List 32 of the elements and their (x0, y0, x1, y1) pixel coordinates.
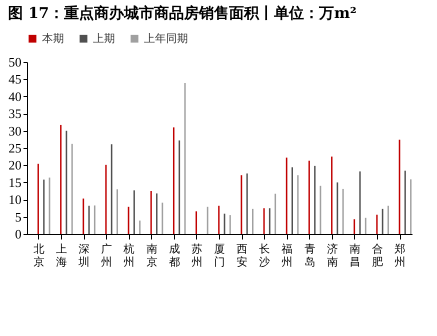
y-tick-label: 35 (8, 106, 22, 122)
y-tick-label: 40 (8, 88, 22, 104)
y-tick-label: 30 (8, 123, 22, 138)
y-tick-label: 15 (8, 174, 22, 190)
chart-title: 图 17：重点商办城市商品房销售面积丨单位：万m² (8, 4, 357, 22)
x-tick-label: 福州 (282, 242, 293, 268)
y-tick-label: 10 (8, 192, 22, 208)
x-tick-label: 郑州 (394, 242, 406, 268)
x-tick-label: 苏州 (191, 242, 202, 268)
y-tick-label: 45 (8, 72, 22, 87)
legend-label: 本期 (42, 32, 64, 45)
x-tick-label: 广州 (101, 242, 112, 268)
y-tick-label: 5 (15, 209, 22, 224)
legend-label: 上期 (93, 32, 115, 45)
x-tick-label: 厦门 (214, 242, 225, 268)
x-tick-label: 济南 (326, 242, 338, 268)
x-tick-label: 合肥 (372, 242, 384, 268)
x-tick-label: 长沙 (259, 242, 270, 268)
x-tick-label: 南京 (146, 242, 158, 268)
y-tick-label: 25 (8, 140, 22, 156)
x-tick-label: 杭州 (122, 242, 135, 268)
x-tick-label: 成都 (168, 242, 180, 268)
x-tick-label: 上海 (56, 242, 67, 268)
x-tick-label: 西安 (236, 242, 248, 268)
x-tick-label: 北京 (33, 242, 44, 268)
y-tick-label: 0 (15, 226, 22, 242)
y-tick-label: 50 (8, 54, 22, 70)
x-tick-label: 青岛 (304, 242, 316, 268)
x-tick-label: 南昌 (349, 242, 360, 268)
y-tick-label: 20 (8, 158, 22, 173)
legend-label: 上年同期 (144, 32, 188, 45)
x-tick-label: 深圳 (78, 242, 90, 268)
